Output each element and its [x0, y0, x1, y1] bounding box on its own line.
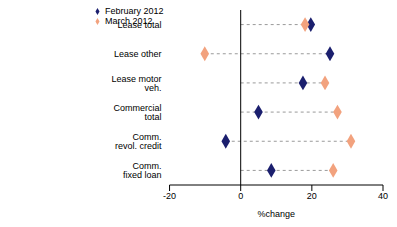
svg-text:Commercialtotal: Commercialtotal — [114, 103, 162, 122]
svg-text:20: 20 — [307, 191, 317, 201]
svg-text:0: 0 — [238, 191, 243, 201]
svg-text:%change: %change — [258, 209, 296, 219]
svg-text:-20: -20 — [163, 191, 176, 201]
svg-text:Lease motorveh.: Lease motorveh. — [112, 74, 162, 93]
svg-text:Comm.fixed loan: Comm.fixed loan — [123, 161, 162, 180]
svg-text:Comm.revol. credit: Comm.revol. credit — [115, 132, 162, 151]
svg-text:40: 40 — [378, 191, 388, 201]
svg-text:Lease total: Lease total — [118, 20, 162, 30]
svg-text:Lease other: Lease other — [114, 49, 162, 59]
